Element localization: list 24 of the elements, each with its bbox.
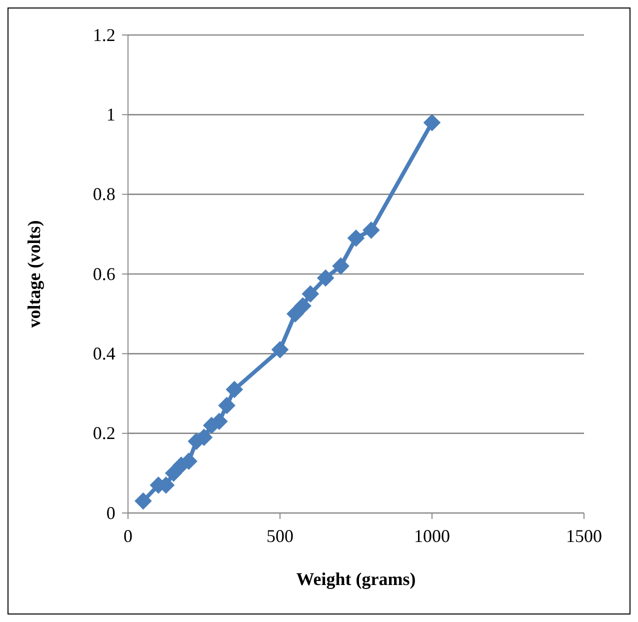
- point: [302, 285, 320, 303]
- y-tick-label: 1: [106, 104, 116, 124]
- y-tick-label: 0.6: [92, 264, 116, 284]
- y-tick-label: 0.8: [92, 184, 116, 204]
- x-tick-label: 1500: [566, 526, 602, 546]
- point: [423, 114, 441, 132]
- y-tick-label: 0.2: [92, 423, 116, 444]
- point: [362, 222, 380, 239]
- point: [316, 269, 334, 287]
- x-axis-title: Weight (grams): [296, 569, 416, 589]
- point: [218, 396, 236, 414]
- y-axis-title: voltage (volts): [24, 220, 44, 328]
- point: [294, 297, 312, 315]
- y-tick-label: 0: [106, 502, 116, 523]
- y-tick-label: 1.2: [92, 24, 116, 45]
- point: [226, 380, 244, 398]
- x-tick-label: 500: [266, 526, 294, 546]
- point: [134, 492, 152, 510]
- point: [332, 257, 350, 275]
- point: [347, 229, 365, 247]
- x-tick-label: 1000: [414, 526, 450, 546]
- point: [271, 341, 289, 358]
- y-tick-label: 0.4: [92, 343, 116, 364]
- x-tick-label: 0: [124, 526, 132, 546]
